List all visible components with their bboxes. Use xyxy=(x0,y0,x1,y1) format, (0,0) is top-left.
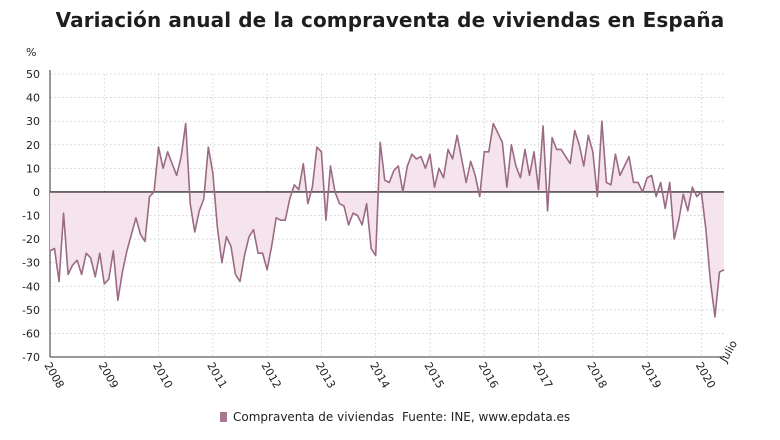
x-tick-label: 2013 xyxy=(313,360,338,391)
y-tick-label: 40 xyxy=(26,92,40,105)
y-tick-label: -20 xyxy=(22,233,40,246)
x-tick-label: Julio xyxy=(717,338,740,366)
y-axis-unit: % xyxy=(26,46,36,59)
x-tick-label: 2011 xyxy=(204,360,229,391)
x-tick-label: 2012 xyxy=(259,360,284,391)
x-tick-label: 2020 xyxy=(693,360,718,391)
legend-swatch xyxy=(220,412,227,422)
x-tick-label: 2014 xyxy=(367,360,392,391)
x-tick-label: 2015 xyxy=(421,360,446,391)
x-tick-label: 2009 xyxy=(96,360,121,391)
x-tick-label: 2016 xyxy=(476,360,501,391)
series-area xyxy=(50,121,724,317)
y-tick-label: 50 xyxy=(26,68,40,81)
y-tick-label: -50 xyxy=(22,304,40,317)
y-tick-label: 10 xyxy=(26,162,40,175)
source-note: Fuente: INE, www.epdata.es xyxy=(402,410,571,424)
legend-label: Compraventa de viviendas xyxy=(233,410,395,424)
x-tick-label: 2008 xyxy=(41,360,66,391)
y-tick-label: -60 xyxy=(22,327,40,340)
y-tick-label: 30 xyxy=(26,115,40,128)
y-tick-label: 20 xyxy=(26,139,40,152)
chart-title: Variación anual de la compraventa de viv… xyxy=(55,8,725,32)
x-tick-label: 2019 xyxy=(639,360,664,391)
x-tick-label: 2017 xyxy=(530,360,555,391)
y-tick-label: 0 xyxy=(33,186,40,199)
legend: Compraventa de viviendas xyxy=(220,410,394,424)
x-tick-label: 2018 xyxy=(584,360,609,391)
y-tick-label: -10 xyxy=(22,210,40,223)
y-tick-label: -40 xyxy=(22,280,40,293)
x-tick-label: 2010 xyxy=(150,360,175,391)
series-line xyxy=(49,120,725,318)
y-tick-label: -30 xyxy=(22,257,40,270)
y-tick-label: -70 xyxy=(22,351,40,364)
